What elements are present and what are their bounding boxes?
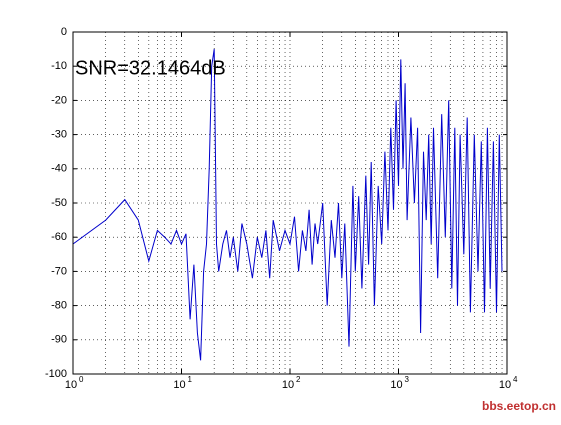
x-tick-label: 10 <box>173 379 185 391</box>
x-tick-label: 10 <box>65 379 77 391</box>
x-tick-label: 10 <box>390 379 402 391</box>
annotation: SNR=32.1464dB <box>75 57 226 79</box>
x-tick-label: 10 <box>499 379 511 391</box>
x-tick-exponent: 4 <box>513 375 518 384</box>
axes-frame <box>72 31 508 375</box>
y-tick-label: -60 <box>51 231 67 243</box>
y-tick-label: -100 <box>45 368 67 380</box>
y-tick-label: -50 <box>51 197 67 209</box>
watermark: bbs.eetop.cn <box>482 399 556 413</box>
x-tick-exponent: 0 <box>79 375 84 384</box>
y-tick-label: -80 <box>51 300 67 312</box>
y-tick-label: -40 <box>51 163 67 175</box>
x-tick-label: 10 <box>282 379 294 391</box>
y-tick-label: -30 <box>51 129 67 141</box>
y-tick-label: -90 <box>51 334 67 346</box>
y-tick-label: -20 <box>51 94 67 106</box>
series-line <box>72 49 503 361</box>
x-tick-exponent: 1 <box>188 375 193 384</box>
y-tick-label: 0 <box>61 26 67 38</box>
x-tick-exponent: 2 <box>296 375 301 384</box>
x-tick-exponent: 3 <box>405 375 410 384</box>
y-tick-label: -10 <box>51 60 67 72</box>
y-tick-label: -70 <box>51 265 67 277</box>
